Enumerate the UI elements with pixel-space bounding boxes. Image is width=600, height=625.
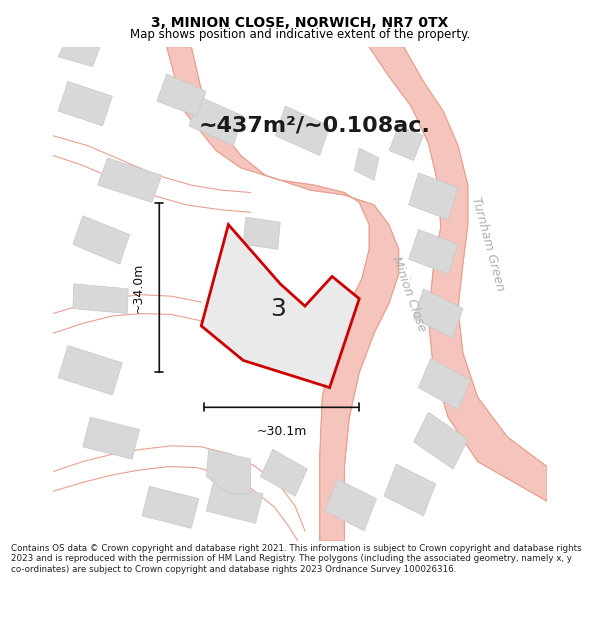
Polygon shape	[325, 479, 377, 531]
Polygon shape	[409, 229, 458, 274]
Polygon shape	[206, 449, 251, 494]
Polygon shape	[413, 289, 463, 338]
Polygon shape	[369, 47, 547, 501]
Polygon shape	[142, 486, 199, 528]
Polygon shape	[409, 173, 458, 219]
Text: ~34.0m: ~34.0m	[132, 262, 145, 312]
Text: 3, MINION CLOSE, NORWICH, NR7 0TX: 3, MINION CLOSE, NORWICH, NR7 0TX	[151, 16, 449, 29]
Polygon shape	[58, 346, 122, 395]
Polygon shape	[419, 358, 470, 410]
Polygon shape	[98, 158, 162, 202]
Text: Map shows position and indicative extent of the property.: Map shows position and indicative extent…	[130, 28, 470, 41]
Text: Contains OS data © Crown copyright and database right 2021. This information is : Contains OS data © Crown copyright and d…	[11, 544, 581, 574]
Polygon shape	[260, 449, 307, 496]
Polygon shape	[355, 148, 379, 180]
Polygon shape	[413, 412, 468, 469]
Text: ~30.1m: ~30.1m	[256, 424, 307, 438]
Polygon shape	[384, 464, 436, 516]
Polygon shape	[58, 81, 112, 126]
Text: Turnham Green: Turnham Green	[469, 196, 506, 293]
Polygon shape	[73, 284, 128, 314]
Polygon shape	[157, 74, 206, 116]
Text: 3: 3	[270, 296, 286, 321]
Text: ~437m²/~0.108ac.: ~437m²/~0.108ac.	[199, 116, 431, 136]
Text: Minion Close: Minion Close	[389, 254, 428, 333]
Polygon shape	[73, 216, 130, 264]
Polygon shape	[201, 224, 359, 388]
Polygon shape	[58, 47, 100, 67]
Polygon shape	[206, 481, 263, 523]
Polygon shape	[275, 106, 329, 156]
Polygon shape	[167, 47, 399, 541]
Polygon shape	[243, 217, 280, 249]
Polygon shape	[236, 271, 268, 304]
Polygon shape	[189, 96, 243, 146]
Polygon shape	[389, 126, 424, 161]
Polygon shape	[83, 418, 140, 459]
